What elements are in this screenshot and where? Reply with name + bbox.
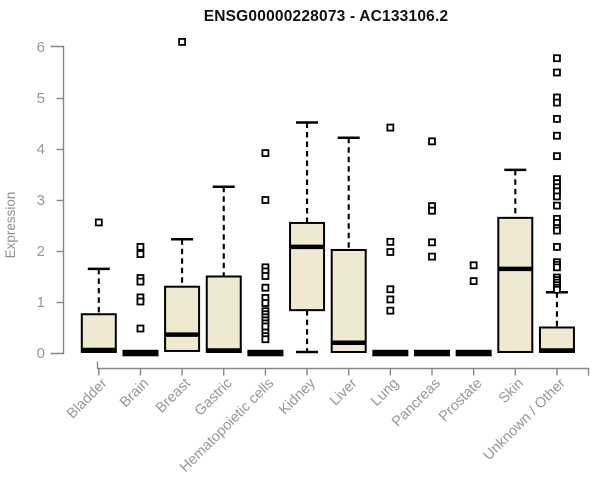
box-plot-prostate <box>455 261 492 357</box>
box-plot-hematopoietic-cells <box>247 149 284 357</box>
box-plot-unknown-other <box>538 54 575 353</box>
iqr-box <box>289 221 326 312</box>
outlier-point <box>178 38 187 46</box>
chart-title: ENSG00000228073 - AC133106.2 <box>203 8 449 25</box>
iqr-box <box>538 326 575 353</box>
box-plot-liver <box>330 136 367 353</box>
x-category-label-lung: Lung <box>368 376 402 410</box>
box-plot-lung <box>372 123 409 357</box>
outlier-point <box>136 297 145 306</box>
outlier-point <box>428 238 436 247</box>
outlier-point <box>261 283 270 292</box>
outlier-point <box>469 277 478 285</box>
outlier-point <box>428 137 436 146</box>
x-axis-line <box>96 361 590 376</box>
outlier-point <box>261 149 270 157</box>
y-tick-label: 2 <box>37 243 45 260</box>
box-plot-pancreas <box>414 137 450 357</box>
box-plot-kidney <box>289 121 326 354</box>
y-tick-label: 5 <box>37 90 45 107</box>
y-axis-label: Expression <box>3 191 18 259</box>
outlier-point <box>553 152 561 161</box>
outlier-point <box>386 237 395 246</box>
outlier-point <box>136 250 145 258</box>
x-category-label-brain: Brain <box>117 376 152 411</box>
outlier-point <box>386 295 395 304</box>
outlier-point <box>553 192 561 201</box>
outlier-point <box>553 226 561 235</box>
outlier-point <box>261 322 270 331</box>
outlier-point <box>94 218 103 227</box>
x-category-label-kidney: Kidney <box>276 375 319 418</box>
outlier-point <box>386 285 395 294</box>
collapsed-box <box>414 349 450 357</box>
outlier-point <box>553 285 561 294</box>
iqr-box <box>164 285 201 352</box>
outlier-point <box>553 263 561 272</box>
box-plot-skin <box>497 168 534 353</box>
iqr-box <box>205 275 242 353</box>
outlier-point <box>553 131 561 140</box>
collapsed-box <box>455 349 492 357</box>
outlier-point <box>261 272 270 280</box>
iqr-box <box>330 248 367 353</box>
outlier-point <box>136 243 145 251</box>
outlier-point <box>553 68 561 77</box>
collapsed-box <box>247 349 284 357</box>
y-tick-label: 3 <box>37 192 45 209</box>
y-tick-label: 4 <box>37 141 45 158</box>
x-category-label-skin: Skin <box>496 376 527 407</box>
box-plot-gastric <box>205 185 242 353</box>
box-plot-bladder <box>80 218 117 353</box>
box-plot-brain <box>122 243 159 357</box>
outlier-point <box>136 324 145 333</box>
iqr-box <box>497 216 534 353</box>
outlier-point <box>469 261 478 270</box>
outlier-point <box>553 98 561 107</box>
y-tick-label: 1 <box>37 294 45 311</box>
outlier-point <box>553 54 561 63</box>
collapsed-box <box>122 349 159 357</box>
outlier-point <box>553 115 561 123</box>
collapsed-box <box>372 349 409 357</box>
box-plot-breast <box>164 38 201 352</box>
outlier-point <box>386 306 395 315</box>
y-tick-label: 6 <box>37 39 45 56</box>
x-category-label-prostate: Prostate <box>436 376 485 425</box>
x-category-label-breast: Breast <box>153 376 194 417</box>
outlier-point <box>386 123 395 132</box>
outlier-point <box>428 252 436 261</box>
outlier-point <box>386 248 395 256</box>
outlier-point <box>553 201 561 210</box>
outlier-point <box>428 206 436 215</box>
x-category-label-liver: Liver <box>327 375 361 409</box>
outlier-point <box>261 299 270 307</box>
y-tick-label: 0 <box>37 345 45 362</box>
x-category-label-bladder: Bladder <box>64 375 111 422</box>
outlier-point <box>261 335 270 344</box>
iqr-box <box>80 313 117 353</box>
outlier-point <box>261 196 270 204</box>
outlier-point <box>553 243 561 251</box>
outlier-point <box>136 277 145 286</box>
